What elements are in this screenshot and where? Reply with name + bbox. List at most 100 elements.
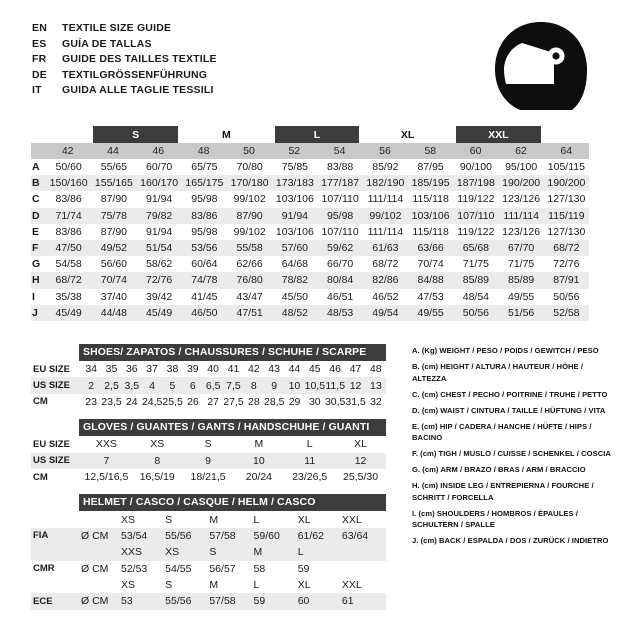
gloves-table-header: GLOVES / GUANTES / GANTS / HANDSCHUHE / …: [79, 419, 386, 437]
shoes-cell: 41: [227, 363, 240, 376]
table-cell: 50/56: [553, 290, 580, 303]
table-cell: 119/122: [457, 225, 495, 238]
shoes-cell: 28,5: [264, 395, 285, 408]
helmet-size-row: XS S M L XL XXL: [31, 511, 386, 527]
shoes-row: US SIZE 2 2,5 3,5 4 5 6 6,5 7,5 8 9 10 10,5 11,5 12 13: [31, 377, 386, 394]
helmet-value: 59: [297, 562, 310, 575]
table-cell: 70/74: [100, 274, 128, 287]
shoes-row-label: EU SIZE: [33, 363, 70, 375]
shoes-cell: 5: [169, 379, 176, 392]
title-line: DE TEXTILGRÖSSENFÜHRUNG: [32, 69, 217, 85]
table-cell: 41/45: [191, 290, 218, 303]
table-cell: 107/110: [321, 193, 359, 206]
title-text: GUIDA ALLE TAGLIE TESSILI: [62, 84, 214, 96]
shoes-cell: 9: [271, 379, 278, 392]
gloves-cell: M: [254, 438, 264, 451]
table-cell: 60/70: [145, 161, 173, 174]
racing-helmet-icon: [486, 18, 596, 116]
shoes-cell: 27: [207, 395, 220, 408]
helmet-value: 61: [341, 595, 354, 608]
sub-tables: SHOES/ ZAPATOS / CHAUSSURES / SCHUHE / S…: [31, 344, 386, 610]
table-cell: 155/165: [94, 177, 133, 190]
shoes-cell: 31,5: [345, 395, 366, 408]
title-line: IT GUIDA ALLE TAGLIE TESSILI: [32, 84, 217, 100]
helmet-unit-label: Ø CM: [81, 595, 109, 608]
gloves-cell: 12: [354, 454, 367, 467]
shoes-cell: 30,5: [324, 395, 346, 408]
helmet-value: 57/58: [209, 529, 236, 542]
shoes-cell: 7,5: [226, 379, 241, 392]
table-cell: 46/52: [372, 290, 399, 303]
shoes-cell: 42: [247, 363, 260, 376]
table-row: D 71/74 75/78 79/82 83/86 87/90 91/94 95/98 99/1…: [31, 207, 589, 224]
table-cell: 52/58: [553, 306, 580, 319]
table-cell: 91/94: [281, 209, 309, 222]
helmet-size-label: XS: [121, 513, 136, 526]
table-cell: 127/130: [547, 193, 586, 206]
table-cell: 46/50: [191, 306, 218, 319]
shoes-cell: 25,5: [162, 395, 183, 408]
shoes-cell: 38: [166, 363, 179, 376]
shoes-cell: 28: [248, 395, 260, 408]
size-number: 50: [243, 145, 255, 157]
table-cell: 66/70: [326, 258, 354, 271]
size-number-row: 42 44 46 48 50 52 54 56 58 60 62 64: [31, 143, 589, 159]
helmet-value: 61/62: [297, 529, 324, 542]
gloves-cell: 12,5/16,5: [84, 471, 129, 484]
gloves-cell: XS: [150, 438, 165, 451]
table-cell: 46/51: [326, 290, 354, 303]
legend-item: G. (cm) ARM / BRAZO / BRAS / ARM / BRACC…: [412, 465, 586, 475]
table-cell: 85/92: [372, 161, 399, 174]
shoes-cell: 2: [88, 379, 95, 392]
table-cell: 53/56: [191, 242, 218, 255]
shoes-cell: 29: [288, 395, 301, 408]
helmet-size-label: S: [165, 579, 173, 592]
helmet-value: 58: [253, 562, 266, 575]
table-cell: 87/95: [417, 161, 444, 174]
table-cell: 51/56: [507, 306, 535, 319]
size-number: 54: [333, 145, 346, 157]
size-band-m: M: [221, 128, 231, 141]
table-row: J 45/49 44/48 45/49 46/50 47/51 48/52 48/53 49/5…: [31, 304, 589, 321]
table-cell: 170/180: [230, 177, 269, 190]
table-cell: 187/198: [456, 177, 495, 190]
table-cell: 75/85: [281, 161, 309, 174]
shoes-row: CM 23 23,5 24 24,5 25,5 26 27 27,5 28 28,5 29 30 30,5…: [31, 394, 386, 410]
shoes-cell: 8: [250, 379, 257, 392]
helmet-value: 56/57: [209, 562, 236, 575]
table-cell: 115/118: [412, 193, 449, 206]
helmet-size-label: XL: [297, 513, 311, 526]
table-cell: 107/110: [457, 209, 495, 222]
table-row: G 54/58 56/60 58/62 60/64 62/66 64/68 66/70 68/7…: [31, 256, 589, 272]
table-cell: 48/52: [281, 306, 309, 319]
gloves-cell: 7: [103, 454, 110, 467]
table-cell: 64/68: [281, 258, 309, 271]
row-label: J: [32, 306, 38, 319]
shoes-cell: 10,5: [304, 379, 326, 392]
table-cell: 45/49: [145, 306, 173, 319]
table-cell: 103/106: [275, 193, 314, 206]
gloves-cell: 23/26,5: [292, 471, 328, 484]
shoes-cell: 11,5: [325, 379, 346, 392]
shoes-cell: 4: [149, 379, 156, 392]
table-cell: 63/66: [417, 242, 444, 255]
shoes-cell: 44: [288, 363, 301, 376]
gloves-row: EU SIZE XXS XS S M L XL: [31, 436, 386, 452]
gloves-cell: XXS: [95, 438, 117, 451]
gloves-cell: 18/21,5: [190, 471, 226, 484]
size-number: 64: [560, 145, 573, 157]
shoes-cell: 3,5: [124, 379, 140, 392]
table-cell: 76/80: [236, 274, 263, 287]
table-cell: 177/187: [321, 177, 360, 190]
title-text: GUIDE DES TAILLES TEXTILE: [62, 53, 217, 65]
table-cell: 61/63: [372, 242, 399, 255]
size-band-empty: [45, 126, 90, 143]
table-cell: 83/86: [55, 225, 82, 238]
size-band-row: S M L XL XXL: [31, 126, 589, 143]
table-cell: 150/160: [49, 177, 88, 190]
table-cell: 123/126: [502, 193, 541, 206]
shoes-cell: 40: [207, 363, 219, 376]
legend-item: J. (cm) BACK / ESPALDA / DOS / ZURÜCK / …: [412, 536, 609, 546]
table-row: B 150/160 155/165 160/170 165/175 170/180 173/…: [31, 175, 589, 192]
helmet-value: 53: [121, 595, 133, 608]
